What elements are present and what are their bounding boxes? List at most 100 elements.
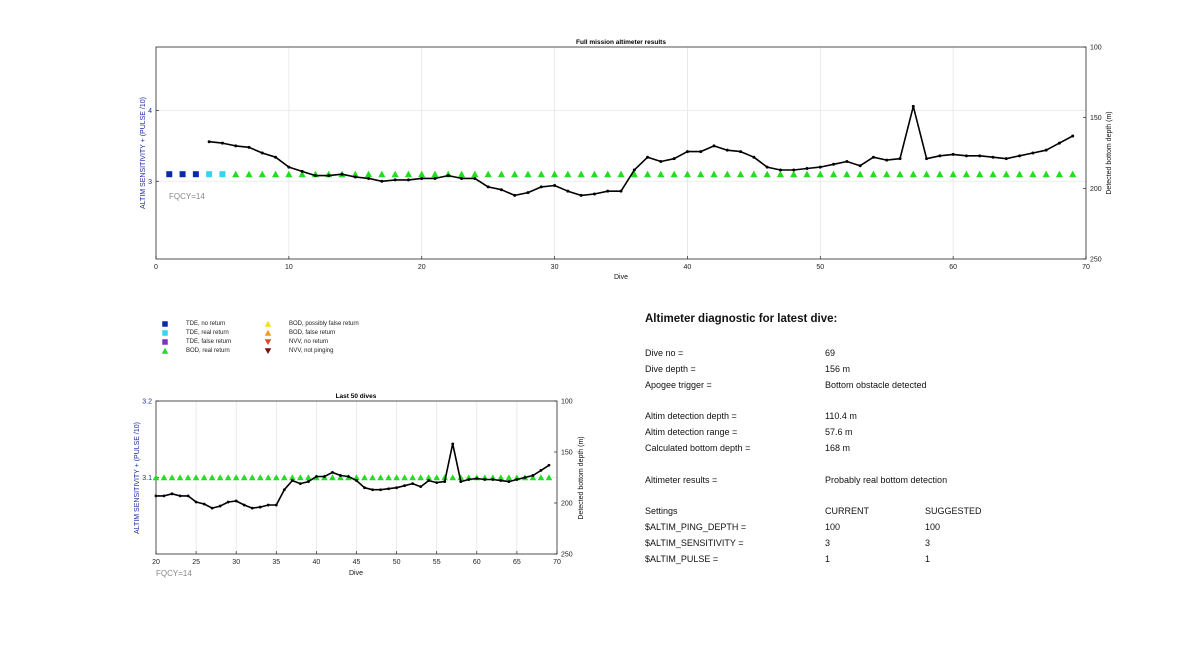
data-marker bbox=[896, 170, 904, 178]
bottom-right-axis-label: Detected bottom depth (m) bbox=[578, 436, 585, 519]
dive-depth-label: Dive depth = bbox=[645, 364, 696, 374]
depth-point bbox=[792, 168, 796, 172]
depth-point bbox=[632, 168, 636, 172]
depth-point bbox=[287, 165, 291, 169]
depth-point bbox=[186, 494, 190, 498]
data-marker bbox=[361, 474, 368, 481]
data-marker bbox=[391, 170, 399, 178]
setting-suggested: 3 bbox=[925, 538, 931, 548]
legend-symbol bbox=[162, 321, 168, 327]
legend-label: BOD, possibly false return bbox=[289, 320, 359, 327]
data-marker bbox=[305, 474, 312, 481]
data-marker bbox=[497, 474, 505, 481]
depth-point bbox=[523, 476, 527, 479]
depth-point bbox=[526, 191, 530, 195]
data-marker bbox=[449, 474, 457, 481]
depth-point bbox=[925, 157, 929, 161]
depth-point bbox=[467, 478, 471, 481]
data-marker bbox=[989, 170, 997, 178]
depth-point bbox=[858, 164, 862, 168]
depth-point bbox=[531, 474, 535, 477]
depth-point bbox=[483, 478, 487, 481]
depth-point bbox=[765, 165, 769, 169]
data-marker bbox=[976, 170, 984, 178]
data-marker bbox=[670, 170, 678, 178]
depth-point bbox=[579, 193, 583, 197]
depth-point bbox=[739, 150, 743, 154]
depth-point bbox=[210, 506, 214, 510]
data-marker bbox=[192, 474, 200, 481]
depth-point bbox=[202, 502, 206, 506]
data-marker bbox=[232, 474, 240, 481]
depth-point bbox=[832, 162, 836, 166]
left-tick-label: 3.1 bbox=[142, 475, 152, 482]
calculated-depth-value: 168 m bbox=[825, 443, 851, 453]
bottom-left-axis: 3.1 3.2 bbox=[142, 399, 159, 482]
depth-point bbox=[313, 174, 317, 178]
current-header: CURRENT bbox=[825, 506, 869, 516]
setting-name: $ALTIM_SENSITIVITY = bbox=[645, 538, 744, 548]
depth-point bbox=[154, 494, 158, 498]
data-marker bbox=[393, 474, 400, 481]
data-marker bbox=[683, 170, 692, 178]
apogee-trigger-label: Apogee trigger = bbox=[645, 380, 712, 390]
depth-point bbox=[725, 148, 729, 152]
data-marker bbox=[723, 170, 731, 178]
dive-depth-value: 156 m bbox=[825, 364, 851, 374]
legend-label: TDE, real return bbox=[186, 329, 229, 336]
data-marker bbox=[245, 170, 253, 178]
data-marker bbox=[657, 170, 665, 178]
depth-point bbox=[845, 159, 849, 163]
data-marker bbox=[697, 170, 705, 178]
depth-point bbox=[367, 176, 371, 180]
depth-point bbox=[885, 158, 889, 162]
legend-marker bbox=[264, 348, 272, 355]
right-tick-label: 100 bbox=[561, 399, 573, 406]
depth-point bbox=[347, 475, 350, 478]
depth-point bbox=[553, 184, 557, 188]
bottom-markers bbox=[152, 474, 553, 481]
data-marker bbox=[184, 474, 192, 481]
data-marker bbox=[511, 170, 519, 178]
apogee-trigger-value: Bottom obstacle detected bbox=[825, 380, 927, 390]
legend-symbol bbox=[264, 348, 272, 355]
depth-point bbox=[406, 178, 410, 182]
top-left-axis-label: ALTIM SENSITIVITY + (PULSE /10) bbox=[140, 97, 147, 209]
top-depth-line bbox=[207, 104, 1075, 197]
depth-point bbox=[938, 154, 942, 158]
data-marker bbox=[497, 170, 506, 178]
legend-label: TDE, no return bbox=[186, 320, 226, 327]
depth-point bbox=[752, 155, 756, 159]
depth-point bbox=[805, 167, 809, 171]
x-tick-label: 35 bbox=[272, 559, 280, 566]
x-tick-label: 60 bbox=[473, 559, 481, 566]
depth-point bbox=[898, 157, 902, 161]
data-marker bbox=[790, 170, 798, 178]
detection-depth-label: Altim detection depth = bbox=[645, 411, 737, 421]
data-marker bbox=[537, 474, 545, 481]
depth-point bbox=[672, 157, 676, 161]
depth-point bbox=[274, 155, 278, 159]
depth-point bbox=[1057, 141, 1061, 145]
depth-point bbox=[547, 463, 551, 467]
depth-point bbox=[712, 144, 716, 148]
data-marker bbox=[545, 474, 553, 481]
altimeter-results-value: Probably real bottom detection bbox=[825, 475, 948, 485]
detection-range-label: Altim detection range = bbox=[645, 427, 738, 437]
depth-point bbox=[323, 475, 326, 478]
depth-point bbox=[685, 150, 689, 154]
data-marker bbox=[1015, 170, 1024, 178]
data-marker bbox=[856, 170, 864, 178]
data-marker bbox=[353, 474, 360, 481]
data-marker bbox=[289, 474, 296, 481]
data-marker bbox=[1069, 170, 1077, 178]
depth-point bbox=[242, 503, 246, 507]
x-tick-label: 25 bbox=[192, 559, 200, 566]
depth-point bbox=[443, 480, 447, 483]
data-marker bbox=[219, 171, 226, 178]
x-tick-label: 65 bbox=[513, 559, 521, 566]
depth-point bbox=[353, 175, 357, 179]
dive-no-value: 69 bbox=[825, 348, 836, 358]
suggested-header: SUGGESTED bbox=[925, 506, 982, 516]
data-marker bbox=[529, 474, 537, 481]
